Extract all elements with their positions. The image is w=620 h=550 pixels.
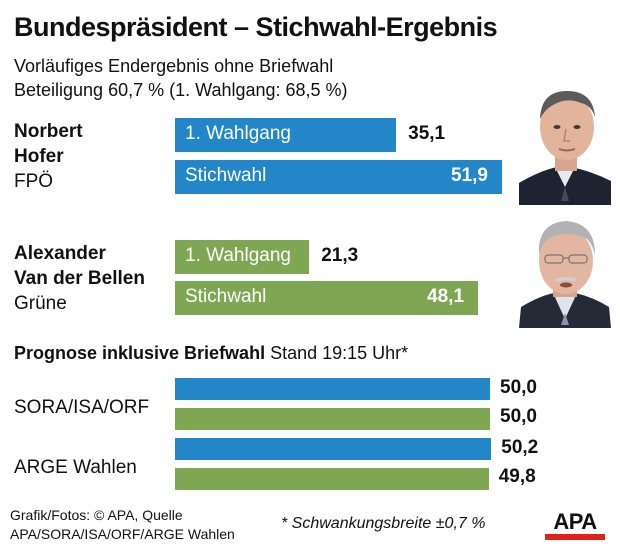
candidate-name-line1: Norbert bbox=[14, 121, 83, 142]
portrait-photo-icon bbox=[519, 215, 611, 328]
value-label: 50,0 bbox=[500, 377, 537, 398]
portrait-photo-icon bbox=[519, 83, 611, 205]
value-label: 50,2 bbox=[501, 437, 539, 458]
value-label: 49,8 bbox=[498, 466, 536, 487]
candidate-party: FPÖ bbox=[14, 171, 54, 192]
source-line: APA/SORA/ISA/ORF/ARGE Wahlen bbox=[10, 526, 235, 542]
value-label: 50,0 bbox=[500, 406, 537, 427]
bar-hofer-runoff: Stichwahl 51,9 bbox=[175, 160, 502, 194]
value-label: 51,9 bbox=[450, 165, 488, 186]
apa-logo: APA bbox=[545, 511, 605, 541]
value-label: 35,1 bbox=[408, 123, 446, 144]
bar-vdb-runoff: Stichwahl 48,1 bbox=[175, 281, 479, 315]
bar-forecast-sora-vdb bbox=[175, 408, 490, 430]
bar-forecast-arge-vdb bbox=[175, 468, 489, 490]
candidate-name-line2: Van der Bellen bbox=[14, 268, 145, 289]
institute-label: SORA/ISA/ORF bbox=[14, 397, 150, 418]
apa-logo-bar bbox=[545, 534, 605, 540]
footnote: * Schwankungsbreite ±0,7 % bbox=[281, 515, 486, 532]
bar-label: 1. Wahlgang bbox=[185, 123, 291, 144]
candidate-name-line2: Hofer bbox=[14, 146, 64, 167]
turnout-text: Beteiligung 60,7 % (1. Wahlgang: 68,5 %) bbox=[14, 80, 348, 100]
bar-hofer-first-round: 1. Wahlgang bbox=[175, 118, 397, 152]
bar-label: Stichwahl bbox=[185, 286, 267, 307]
candidate-name-line1: Alexander bbox=[14, 243, 106, 264]
value-label: 21,3 bbox=[321, 245, 359, 266]
apa-logo-text: APA bbox=[553, 509, 597, 534]
bar-forecast-arge-hofer bbox=[175, 438, 492, 460]
credit-line: Grafik/Fotos: © APA, Quelle bbox=[10, 507, 183, 523]
chart-subtitle: Vorläufiges Endergebnis ohne Briefwahl bbox=[14, 56, 334, 76]
bar-label: Stichwahl bbox=[185, 165, 267, 186]
bar-vdb-first-round: 1. Wahlgang bbox=[175, 240, 310, 274]
institute-label: ARGE Wahlen bbox=[14, 457, 137, 478]
bar-forecast-sora-hofer bbox=[175, 378, 490, 400]
forecast-heading-time: Stand 19:15 Uhr* bbox=[265, 343, 409, 363]
bar-label: 1. Wahlgang bbox=[185, 245, 291, 266]
forecast-heading-bold: Prognose inklusive Briefwahl bbox=[14, 343, 266, 363]
portrait-photo-hofer bbox=[519, 83, 611, 205]
chart-title: Bundespräsident – Stichwahl-Ergebnis bbox=[14, 12, 498, 42]
forecast-heading: Prognose inklusive Briefwahl Stand 19:15… bbox=[14, 343, 408, 364]
value-label: 48,1 bbox=[427, 286, 465, 307]
portrait-photo-vdb bbox=[519, 215, 611, 328]
candidate-party: Grüne bbox=[14, 293, 67, 314]
